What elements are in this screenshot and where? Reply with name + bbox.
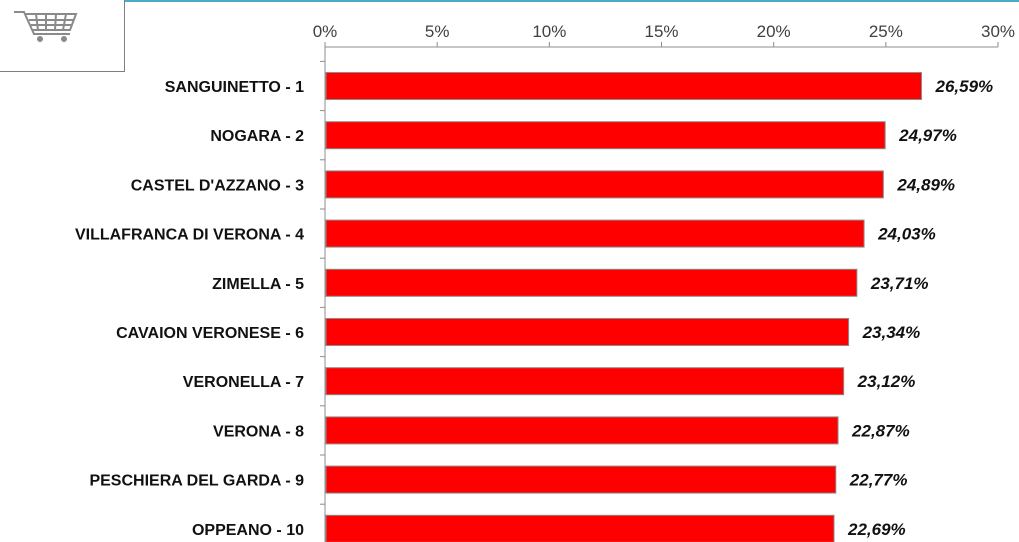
category-label: VERONA - 8: [213, 423, 304, 440]
x-tick-label: 10%: [532, 22, 566, 41]
bar: [325, 268, 858, 297]
x-tick-label: 30%: [981, 22, 1015, 41]
data-label: 26,59%: [935, 77, 994, 96]
category-label: NOGARA - 2: [210, 128, 304, 145]
category-label: SANGUINETTO - 1: [165, 79, 304, 96]
x-tick-label: 25%: [869, 22, 903, 41]
data-label: 24,03%: [877, 225, 936, 244]
category-label: VERONELLA - 7: [183, 374, 304, 391]
data-label: 23,34%: [862, 323, 921, 342]
x-tick-label: 20%: [757, 22, 791, 41]
category-label: CAVAION VERONESE - 6: [116, 325, 304, 342]
category-label: CASTEL D'AZZANO - 3: [131, 177, 304, 194]
bar: [325, 170, 884, 199]
category-label: VILLAFRANCA DI VERONA - 4: [75, 227, 304, 244]
bar: [325, 465, 837, 494]
bar: [325, 514, 835, 542]
bar: [325, 367, 845, 396]
bar: [325, 219, 865, 248]
x-tick-label: 15%: [644, 22, 678, 41]
x-tick-label: 0%: [313, 22, 338, 41]
category-label: ZIMELLA - 5: [212, 276, 304, 293]
bar: [325, 318, 850, 346]
cart-logo: [0, 0, 125, 72]
data-label: 24,89%: [896, 175, 955, 194]
shopping-cart-icon: [14, 11, 78, 42]
data-label: 22,77%: [849, 471, 908, 490]
category-label: OPPEANO - 10: [192, 522, 304, 539]
header-rule: [125, 0, 1019, 2]
category-label: PESCHIERA DEL GARDA - 9: [89, 473, 304, 490]
x-tick-label: 5%: [425, 22, 450, 41]
data-label: 24,97%: [898, 126, 957, 145]
data-label: 23,12%: [857, 372, 916, 391]
bar: [325, 416, 839, 445]
data-label: 22,87%: [851, 421, 910, 440]
bar: [325, 121, 886, 150]
data-label: 22,69%: [847, 520, 906, 539]
data-label: 23,71%: [870, 274, 929, 293]
bar: [325, 72, 923, 100]
